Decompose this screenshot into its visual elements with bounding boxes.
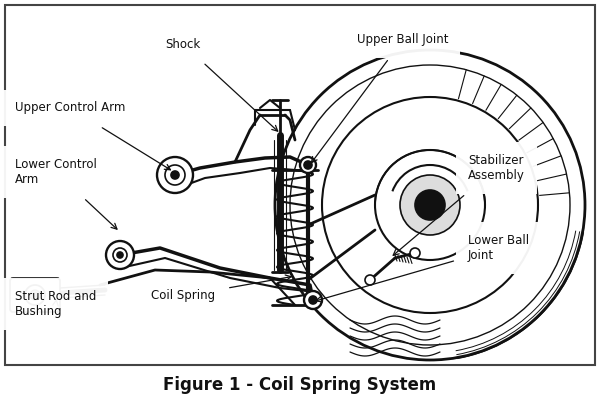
Text: Lower Control
Arm: Lower Control Arm <box>15 158 117 229</box>
FancyBboxPatch shape <box>5 5 595 365</box>
Circle shape <box>117 252 123 258</box>
Circle shape <box>33 293 37 297</box>
Circle shape <box>30 290 40 300</box>
Circle shape <box>365 275 375 285</box>
Text: Lower Ball
Joint: Lower Ball Joint <box>316 234 529 302</box>
FancyBboxPatch shape <box>10 278 60 312</box>
Circle shape <box>410 248 420 258</box>
Circle shape <box>300 157 316 173</box>
Circle shape <box>415 190 445 220</box>
Text: Stabilizer
Assembly: Stabilizer Assembly <box>393 154 525 255</box>
Text: Upper Control Arm: Upper Control Arm <box>15 102 170 170</box>
Circle shape <box>25 285 45 305</box>
Circle shape <box>106 241 134 269</box>
Circle shape <box>165 165 185 185</box>
Text: Coil Spring: Coil Spring <box>151 275 291 302</box>
Circle shape <box>400 175 460 235</box>
Circle shape <box>304 291 322 309</box>
Circle shape <box>309 296 317 304</box>
Text: Figure 1 - Coil Spring System: Figure 1 - Coil Spring System <box>163 376 437 394</box>
Circle shape <box>304 161 312 169</box>
Text: Shock: Shock <box>166 38 278 131</box>
Circle shape <box>171 171 179 179</box>
Text: Strut Rod and
Bushing: Strut Rod and Bushing <box>15 290 97 318</box>
Text: Upper Ball Joint: Upper Ball Joint <box>311 34 449 163</box>
Circle shape <box>113 248 127 262</box>
Circle shape <box>157 157 193 193</box>
